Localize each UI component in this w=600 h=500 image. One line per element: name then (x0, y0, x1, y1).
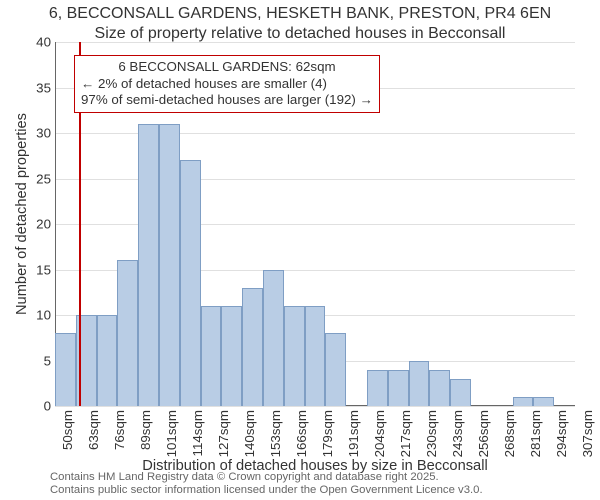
attribution-footer: Contains HM Land Registry data © Crown c… (50, 471, 483, 498)
histogram-bar (221, 306, 242, 406)
x-tick-label: 89sqm (138, 410, 153, 465)
annotation-line: 6 BECCONSALL GARDENS: 62sqm (81, 59, 373, 76)
histogram-bar (138, 124, 159, 406)
histogram-bar (242, 288, 263, 406)
y-tick-label: 35 (21, 80, 51, 95)
y-tick-label: 5 (21, 353, 51, 368)
histogram-bar (180, 160, 201, 406)
x-tick-label: 307sqm (580, 410, 595, 465)
annotation-line: 97% of semi-detached houses are larger (… (81, 92, 373, 109)
gridline (55, 224, 575, 225)
x-tick-label: 114sqm (190, 410, 205, 465)
histogram-bar (201, 306, 222, 406)
histogram-bar (117, 260, 138, 406)
histogram-bar (450, 379, 471, 406)
reference-annotation: 6 BECCONSALL GARDENS: 62sqm← 2% of detac… (74, 55, 380, 113)
gridline (55, 42, 575, 43)
annotation-line: ← 2% of detached houses are smaller (4) (81, 76, 373, 93)
chart-titles: 6, BECCONSALL GARDENS, HESKETH BANK, PRE… (0, 4, 600, 44)
x-tick-label: 153sqm (268, 410, 283, 465)
x-tick-label: 166sqm (294, 410, 309, 465)
x-tick-label: 294sqm (554, 410, 569, 465)
histogram-bar (159, 124, 180, 406)
histogram-bar (513, 397, 534, 406)
y-tick-label: 30 (21, 126, 51, 141)
x-tick-label: 268sqm (502, 410, 517, 465)
x-tick-label: 50sqm (60, 410, 75, 465)
x-tick-label: 191sqm (346, 410, 361, 465)
footer-line: Contains public sector information licen… (50, 484, 483, 498)
histogram-bar (388, 370, 409, 406)
x-tick-label: 256sqm (476, 410, 491, 465)
x-tick-label: 63sqm (86, 410, 101, 465)
y-tick-label: 10 (21, 308, 51, 323)
x-tick-label: 230sqm (424, 410, 439, 465)
histogram-bar (284, 306, 305, 406)
title-line-1: 6, BECCONSALL GARDENS, HESKETH BANK, PRE… (0, 4, 600, 24)
title-line-2: Size of property relative to detached ho… (0, 24, 600, 44)
x-tick-label: 217sqm (398, 410, 413, 465)
histogram-bar (367, 370, 388, 406)
x-tick-label: 76sqm (112, 410, 127, 465)
histogram-bar (429, 370, 450, 406)
footer-line: Contains HM Land Registry data © Crown c… (50, 471, 483, 485)
gridline (55, 133, 575, 134)
y-tick-label: 20 (21, 217, 51, 232)
x-tick-label: 243sqm (450, 410, 465, 465)
y-tick-label: 25 (21, 171, 51, 186)
histogram-bar (325, 333, 346, 406)
x-tick-label: 140sqm (242, 410, 257, 465)
y-tick-label: 0 (21, 399, 51, 414)
histogram-bar (55, 333, 76, 406)
x-tick-label: 204sqm (372, 410, 387, 465)
y-tick-label: 15 (21, 262, 51, 277)
histogram-bar (263, 270, 284, 407)
x-tick-label: 127sqm (216, 410, 231, 465)
histogram-bar (97, 315, 118, 406)
x-tick-label: 101sqm (164, 410, 179, 465)
y-tick-label: 40 (21, 35, 51, 50)
x-tick-label: 281sqm (528, 410, 543, 465)
gridline (55, 179, 575, 180)
histogram-bar (533, 397, 554, 406)
histogram-bar (305, 306, 326, 406)
x-tick-label: 179sqm (320, 410, 335, 465)
gridline (55, 406, 575, 407)
histogram-bar (409, 361, 430, 407)
